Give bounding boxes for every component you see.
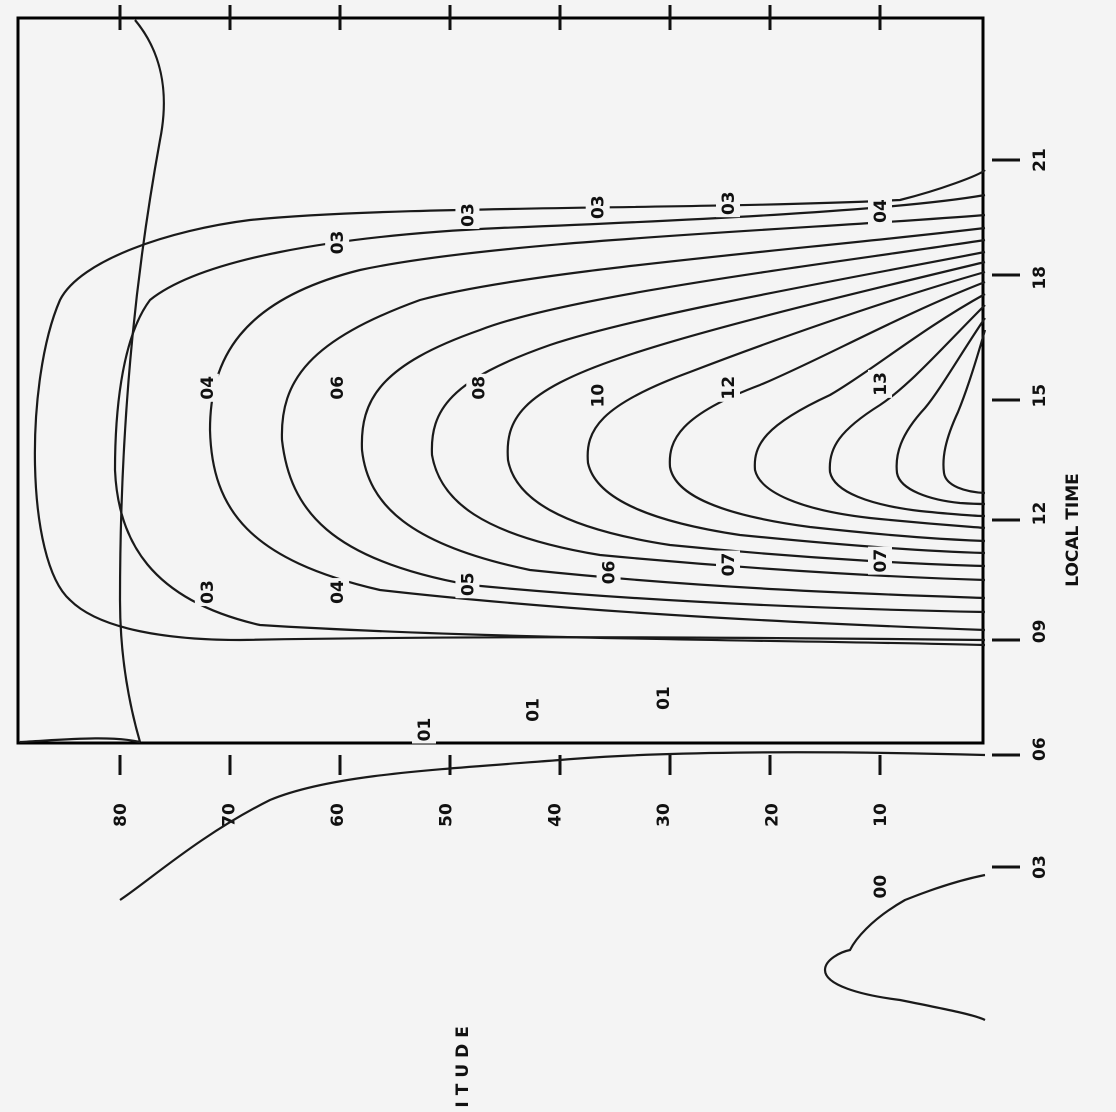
time-tick-label: 21: [1030, 148, 1050, 172]
contour-label-bg: [325, 228, 350, 257]
time-tick-label: 18: [1030, 266, 1050, 290]
contour-label-bg: [455, 570, 480, 599]
contour-label-bg: [868, 369, 892, 398]
contour-line-13: [942, 329, 987, 495]
contour-line-00: [823, 873, 986, 1021]
contour-label-bg: [325, 578, 350, 607]
contour-label: 03: [719, 191, 739, 215]
time-tick-label: 03: [1030, 855, 1050, 879]
contour-label-bg: [466, 373, 491, 402]
latitude-tick-label: 30: [654, 803, 674, 827]
contour-label: 04: [871, 199, 891, 223]
contour-line-08: [586, 270, 986, 555]
contour-label: 00: [871, 875, 891, 899]
contour-label-bg: [650, 684, 675, 713]
contour-line-07a: [430, 250, 986, 582]
contour-label-bg: [716, 373, 740, 402]
latitude-tick-labels: 80 70 60 50 40 30 20 10: [111, 803, 891, 827]
contour-labels: 00 01 01 01 03 04 05 06 07 07 04 06 08 10 12 13 03 03 03 03…: [194, 189, 892, 901]
contour-label: 07: [719, 553, 739, 577]
contour-label: 03: [198, 580, 218, 604]
time-axis-ticks: [992, 158, 1020, 869]
contour-label-bg: [596, 558, 621, 587]
contour-label-bg: [716, 550, 740, 579]
contour-label-bg: [868, 197, 892, 226]
contour-line-10: [753, 293, 986, 530]
contour-line-11: [828, 304, 986, 518]
contour-label: 06: [600, 561, 620, 585]
contour-label: 10: [589, 384, 609, 408]
contour-label: 13: [871, 372, 891, 396]
contour-label-bg: [868, 872, 892, 901]
contour-label: 08: [469, 376, 489, 400]
latitude-tick-label: 20: [762, 803, 782, 827]
contour-line-06b: [360, 238, 986, 600]
right-side-ticks: [118, 5, 882, 30]
contour-label-bg: [194, 373, 219, 402]
contour-label-bg: [455, 200, 480, 229]
latitude-tick-label: 60: [328, 803, 348, 827]
contour-label: 03: [589, 195, 609, 219]
contour-label-bg: [716, 189, 740, 218]
contour-label: 03: [458, 203, 478, 227]
contour-label-bg: [412, 715, 436, 744]
contour-label: 01: [524, 698, 544, 722]
time-tick-label: 09: [1030, 619, 1050, 643]
contour-label: 01: [415, 718, 435, 742]
x-axis-label: LOCAL TIME: [1063, 473, 1083, 587]
latitude-tick-label: 10: [871, 803, 891, 827]
time-tick-labels: 03 06 09 12 15 18 21: [1030, 148, 1050, 879]
contour-label-bg: [520, 695, 545, 724]
contour-label: 03: [328, 231, 348, 255]
contour-line-04: [113, 193, 986, 647]
contour-line-09: [668, 280, 986, 543]
contour-line-01: [119, 751, 986, 901]
y-axis-label: LATITUDE: [453, 1020, 473, 1112]
latitude-tick-label: 70: [220, 803, 240, 827]
contour-lines: [19, 19, 987, 1021]
contour-label-bg: [585, 193, 610, 222]
contour-line-outer-top: [118, 19, 165, 743]
contour-line-05: [208, 213, 986, 632]
contour-label: 04: [198, 376, 218, 400]
contour-label: 01: [654, 686, 674, 710]
latitude-axis-ticks: [118, 755, 882, 775]
contour-label-bg: [585, 381, 610, 410]
contour-label: 05: [458, 572, 478, 596]
contour-line-07b: [506, 260, 986, 568]
contour-line-03-outer: [33, 169, 986, 642]
contour-label-bg: [868, 546, 892, 575]
latitude-tick-label: 50: [437, 803, 457, 827]
y-axis-label-text: LATITUDE: [453, 1020, 473, 1112]
contour-label-bg: [325, 373, 350, 402]
time-tick-label: 12: [1030, 502, 1050, 526]
time-tick-label: 15: [1030, 384, 1050, 408]
contour-label: 04: [328, 580, 348, 604]
time-tick-label: 06: [1030, 737, 1050, 761]
contour-line-bottom-left: [19, 737, 141, 744]
contour-line-12: [895, 317, 986, 506]
contour-label: 06: [328, 376, 348, 400]
contour-label: 12: [719, 376, 739, 400]
contour-label-bg: [194, 578, 219, 607]
contour-line-06a: [280, 226, 986, 614]
contour-label: 07: [871, 549, 891, 573]
latitude-tick-label: 80: [111, 803, 131, 827]
latitude-tick-label: 40: [545, 803, 565, 827]
